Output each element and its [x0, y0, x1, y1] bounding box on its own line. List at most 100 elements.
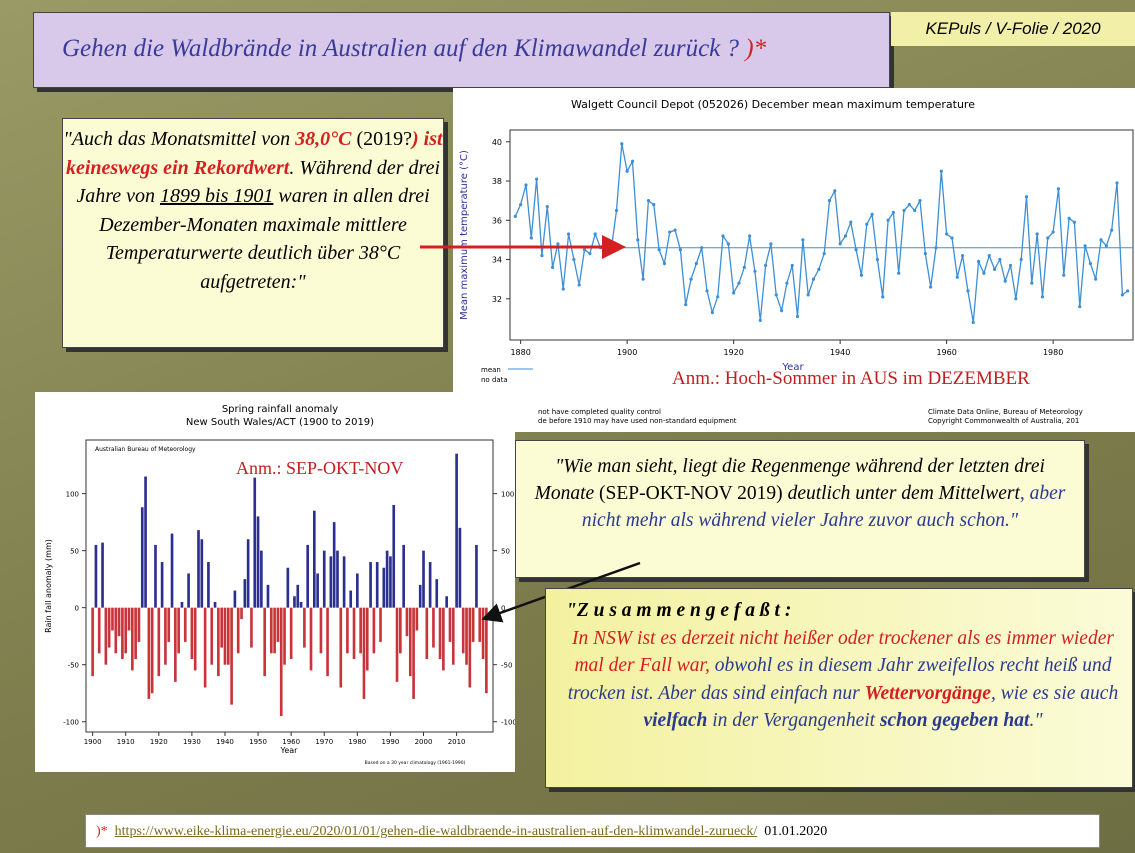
title-mark: )* — [745, 35, 767, 62]
text: vielfach — [643, 710, 708, 731]
data-point — [668, 230, 672, 234]
x-tick-label: 1990 — [382, 738, 400, 746]
bar — [157, 607, 161, 677]
data-point — [630, 159, 635, 164]
text: "Auch das Monatsmittel von — [63, 128, 296, 150]
data-point — [790, 263, 794, 268]
y-tick-label: 40 — [492, 138, 502, 147]
bar — [111, 607, 114, 631]
data-point — [801, 238, 805, 242]
bar — [230, 607, 233, 705]
bar — [375, 562, 379, 608]
link[interactable]: https://www.eike-klima-energie.eu/2020/0… — [114, 824, 758, 839]
data-point — [1008, 263, 1013, 268]
data-point — [950, 236, 954, 240]
data-point — [1046, 236, 1050, 240]
bar — [428, 562, 432, 608]
x-tick-label: 1930 — [183, 738, 201, 746]
data-point — [886, 218, 890, 222]
data-point — [934, 246, 938, 250]
data-point — [535, 177, 539, 181]
data-point — [774, 293, 778, 297]
data-point — [779, 308, 784, 313]
bar — [183, 607, 187, 642]
data-point — [913, 208, 917, 213]
data-point — [1051, 230, 1055, 234]
bar — [309, 607, 313, 671]
chart-subtitle: New South Wales/ACT (1900 to 2019) — [186, 417, 374, 428]
callout: "Z u s a m m e n g e f a ß t : In NSW is… — [545, 588, 1133, 788]
data-point — [545, 204, 549, 209]
bar — [217, 607, 220, 677]
bar — [193, 607, 197, 671]
bar — [319, 607, 323, 654]
bar — [372, 607, 376, 654]
bar — [131, 607, 134, 671]
bar — [316, 573, 319, 608]
y-tick-label: -50 — [501, 662, 512, 670]
text: waren in allen drei Dezember-Monaten max… — [99, 185, 430, 293]
bar — [442, 607, 445, 671]
bar — [399, 607, 402, 654]
data-point — [1040, 295, 1045, 299]
bar — [273, 607, 276, 654]
data-point — [1104, 244, 1108, 248]
y-tick-label: 36 — [492, 216, 502, 225]
bar — [369, 562, 372, 608]
data-point — [625, 169, 629, 173]
bar — [329, 556, 333, 608]
data-point — [763, 263, 768, 268]
bar — [167, 607, 171, 642]
bar — [233, 590, 237, 608]
x-tick-label: 1960 — [936, 348, 956, 357]
data-point — [1078, 305, 1082, 309]
data-point — [732, 291, 736, 295]
data-point — [982, 271, 986, 275]
note: not have completed quality control — [538, 408, 661, 416]
bar — [260, 550, 263, 608]
data-point — [572, 257, 576, 262]
bar — [213, 601, 217, 608]
data-point — [753, 269, 757, 273]
data-point — [966, 289, 970, 293]
bar — [226, 607, 230, 665]
bar — [289, 607, 293, 659]
bar — [243, 579, 247, 608]
data-point — [945, 232, 949, 236]
x-tick-label: 1970 — [315, 738, 333, 746]
bar — [448, 607, 452, 642]
bar — [336, 550, 339, 608]
y-tick-label: 50 — [70, 548, 79, 556]
data-point — [694, 261, 698, 266]
data-point — [1110, 228, 1114, 232]
y-tick-label: -50 — [68, 662, 79, 670]
data-point — [870, 212, 874, 216]
bar — [154, 544, 157, 608]
data-point — [849, 220, 853, 224]
bar — [418, 584, 422, 608]
data-point — [1115, 181, 1119, 185]
bar — [365, 607, 369, 671]
bar — [117, 607, 121, 637]
bar — [468, 607, 472, 688]
data-point — [843, 234, 848, 238]
source: Australian Bureau of Meteorology — [95, 446, 196, 453]
bar — [140, 507, 144, 608]
data-point — [923, 252, 927, 256]
y-axis-label: Mean maximum temperature (°C) — [459, 150, 470, 320]
data-point — [838, 242, 842, 246]
bar — [101, 542, 104, 608]
text: obwohl es in diesem Jahr zweifellos rech… — [567, 655, 1112, 704]
bar — [114, 607, 118, 654]
bar — [124, 607, 128, 654]
bar — [240, 607, 243, 620]
bar — [465, 607, 468, 665]
data-point — [566, 232, 571, 236]
x-tick-label: 1980 — [1043, 348, 1063, 357]
bar — [97, 607, 101, 654]
data-point — [737, 281, 741, 285]
text: Wettervorgänge — [864, 682, 991, 704]
data-point — [529, 236, 533, 240]
bar — [253, 477, 257, 608]
bar — [246, 539, 250, 608]
